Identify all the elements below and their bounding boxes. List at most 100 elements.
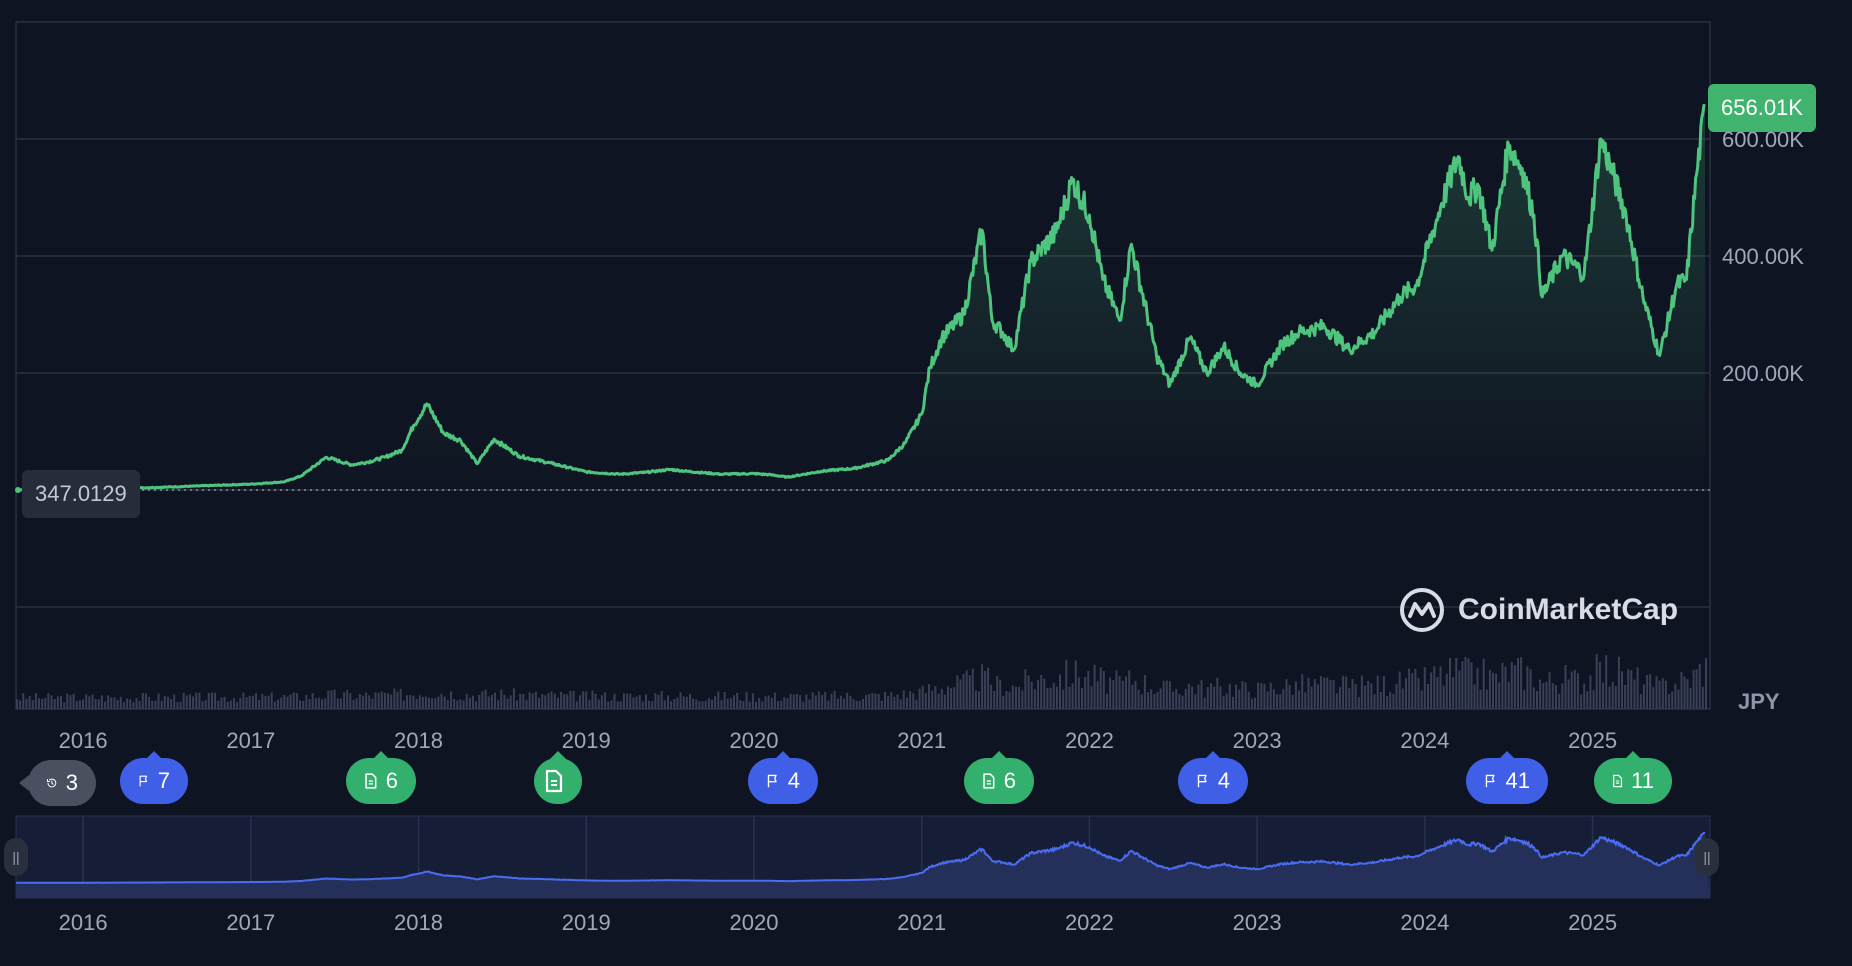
volume-bar <box>1532 687 1535 709</box>
volume-bar <box>1627 669 1630 709</box>
volume-bar <box>1288 685 1291 709</box>
volume-bar <box>472 695 474 709</box>
volume-bar <box>1257 682 1260 709</box>
volume-bar <box>428 697 430 709</box>
flag-marker[interactable]: 7 <box>120 751 188 804</box>
x-tick-label: 2024 <box>1400 728 1449 753</box>
navigator-area <box>16 832 1710 898</box>
volume-bar <box>494 692 496 709</box>
volume-bar <box>544 695 547 709</box>
volume-bar <box>1140 694 1143 709</box>
volume-bar <box>1592 690 1595 709</box>
news-marker[interactable]: 6 <box>964 751 1034 804</box>
volume-bar <box>1228 683 1231 709</box>
volume-bar <box>993 690 996 709</box>
volume-bar <box>990 684 993 709</box>
volume-bar <box>629 693 632 709</box>
volume-bar <box>1561 683 1564 709</box>
volume-bar <box>1555 685 1557 709</box>
volume-bar <box>132 702 135 709</box>
volume-bar <box>1364 685 1367 709</box>
volume-bar <box>839 695 842 709</box>
volume-bar <box>726 698 729 709</box>
volume-bar <box>1291 694 1294 709</box>
volume-bar <box>1501 662 1504 709</box>
volume-bar <box>1357 697 1360 709</box>
volume-bar <box>641 701 644 709</box>
volume-bar <box>1172 691 1175 709</box>
volume-bar <box>1461 661 1464 709</box>
volume-bar <box>1093 664 1096 709</box>
volume-bar <box>157 693 160 709</box>
volume-bar <box>78 700 81 709</box>
news-marker[interactable] <box>534 751 582 804</box>
volume-bar <box>805 694 808 709</box>
volume-bar <box>534 691 537 709</box>
volume-bar <box>273 701 276 709</box>
news-marker[interactable]: 6 <box>346 751 416 804</box>
volume-bar <box>1134 681 1137 709</box>
volume-bar <box>1137 689 1140 709</box>
volume-bar <box>918 688 921 709</box>
volume-bar <box>1052 682 1055 709</box>
volume-bar <box>192 696 195 709</box>
volume-bar <box>1294 681 1297 709</box>
volume-bar <box>1099 667 1102 709</box>
volume-bar <box>189 694 191 709</box>
navigator-tick-label: 2017 <box>226 910 275 935</box>
volume-bar <box>1485 689 1488 709</box>
volume-bar <box>751 693 754 709</box>
flag-marker[interactable]: 4 <box>748 751 818 804</box>
volume-bar <box>667 695 669 709</box>
history-marker[interactable]: 3 <box>19 760 96 806</box>
flag-marker[interactable]: 4 <box>1178 751 1248 804</box>
volume-bar <box>971 668 974 709</box>
flag-marker[interactable]: 41 <box>1466 751 1548 804</box>
volume-bar <box>880 700 883 709</box>
volume-bar <box>1021 690 1024 709</box>
volume-bar <box>283 695 286 709</box>
volume-bar <box>1150 689 1153 709</box>
volume-bar <box>572 690 575 709</box>
volume-bars <box>16 654 1707 709</box>
volume-bar <box>538 697 540 709</box>
volume-bar <box>135 698 138 709</box>
x-tick-label: 2021 <box>897 728 946 753</box>
volume-bar <box>72 694 75 709</box>
volume-bar <box>1276 694 1278 709</box>
volume-bar <box>88 696 91 709</box>
volume-bar <box>1282 689 1285 709</box>
volume-bar <box>1558 693 1561 709</box>
volume-bar <box>148 696 151 709</box>
volume-bar <box>896 694 899 709</box>
volume-bar <box>1683 676 1686 709</box>
volume-bar <box>1449 658 1451 709</box>
navigator-right-handle[interactable]: || <box>1695 838 1719 876</box>
volume-bar <box>836 698 839 709</box>
volume-bar <box>1668 694 1671 709</box>
volume-bar <box>1320 676 1322 709</box>
volume-bar <box>1125 676 1127 709</box>
volume-bar <box>789 694 792 709</box>
volume-bar <box>1310 686 1313 709</box>
volume-bar <box>1354 684 1357 709</box>
volume-bar <box>321 699 323 709</box>
volume-bar <box>906 697 908 709</box>
volume-bar <box>947 686 949 709</box>
volume-bar <box>1677 689 1680 709</box>
volume-bar <box>437 696 440 709</box>
volume-bar <box>1523 690 1526 709</box>
volume-bar <box>956 675 959 709</box>
volume-bar <box>594 693 597 709</box>
volume-bar <box>1680 672 1683 709</box>
volume-bar <box>915 699 918 709</box>
volume-bar <box>82 699 84 709</box>
volume-bar <box>862 699 864 709</box>
volume-bar <box>1621 671 1623 709</box>
navigator[interactable]: 2016 2017 2018 2019 2020 2021 2022 2023 2024 2025 <box>15 815 1711 935</box>
news-marker[interactable]: 11 <box>1594 751 1672 804</box>
navigator-left-handle[interactable]: || <box>4 838 28 876</box>
volume-bar <box>899 699 902 709</box>
volume-bar <box>393 688 396 709</box>
